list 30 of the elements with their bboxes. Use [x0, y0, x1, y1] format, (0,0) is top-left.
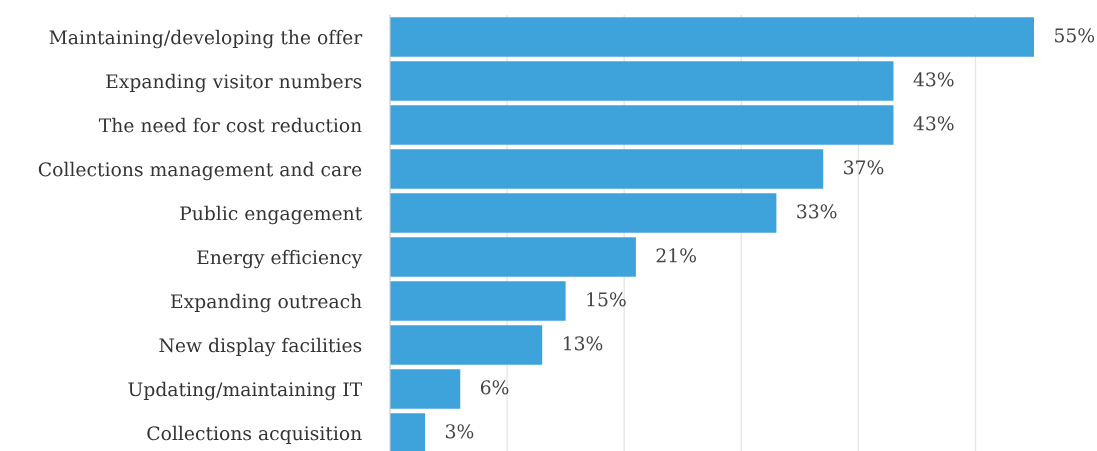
data-label: 43% [913, 72, 954, 87]
data-label: 15% [587, 292, 626, 307]
y-tick-label: Expanding outreach [170, 293, 362, 313]
data-label: 3% [446, 424, 474, 439]
y-tick-label: Expanding visitor numbers [106, 73, 362, 93]
y-tick-label: The need for cost reduction [98, 117, 362, 133]
bar [390, 369, 461, 409]
y-tick-label: Collections acquisition [147, 425, 362, 444]
data-label: 21% [656, 248, 696, 263]
y-tick-label: New display facilities [159, 337, 362, 357]
bar [390, 17, 1034, 57]
y-tick-label: Public engagement [180, 205, 363, 225]
data-label: 43% [913, 116, 954, 131]
bar [390, 413, 426, 451]
y-tick-label: Maintaining/developing the offer [49, 29, 363, 49]
data-label: 6% [480, 380, 509, 395]
bar [390, 149, 824, 189]
bar [390, 281, 566, 321]
bar [390, 105, 894, 145]
bar [390, 193, 777, 233]
bar [390, 61, 894, 101]
y-tick-label: Collections management and care [38, 161, 362, 181]
bar [390, 237, 636, 277]
data-label: 55% [1055, 28, 1095, 43]
bar [390, 325, 543, 365]
y-tick-label: Energy efficiency [197, 249, 363, 269]
data-label: 33% [797, 204, 837, 219]
y-tick-label: Updating/maintaining IT [128, 381, 363, 401]
data-label: 37% [844, 160, 884, 175]
data-label: 13% [563, 336, 603, 351]
